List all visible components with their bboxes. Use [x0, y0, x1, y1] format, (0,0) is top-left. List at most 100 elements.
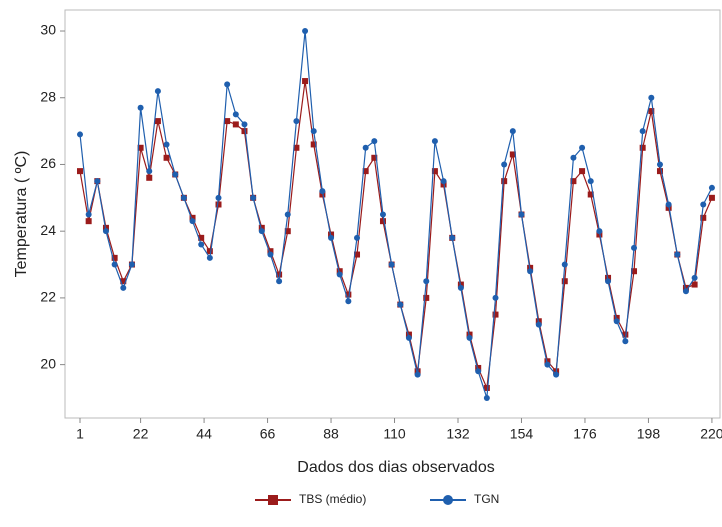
data-point [128, 261, 135, 268]
data-point [284, 228, 291, 235]
data-point [371, 154, 378, 161]
data-point [483, 384, 490, 391]
data-point [509, 128, 516, 135]
data-point [354, 234, 361, 241]
data-point [674, 251, 681, 258]
y-tick-label: 20 [40, 355, 56, 371]
data-point [206, 248, 213, 255]
legend-marker [268, 495, 278, 505]
data-point [700, 201, 707, 208]
data-point [102, 228, 109, 235]
data-point [544, 358, 551, 365]
data-point [85, 211, 92, 218]
data-point [518, 211, 525, 218]
data-point [570, 178, 577, 185]
x-tick-label: 220 [700, 426, 722, 442]
x-tick-label: 176 [573, 426, 597, 442]
data-point [328, 231, 335, 238]
data-point [665, 201, 672, 208]
x-tick-label: 66 [260, 426, 276, 442]
data-point [501, 178, 508, 185]
data-point [180, 194, 187, 201]
data-point [631, 244, 638, 251]
data-point [561, 278, 568, 285]
data-point [276, 278, 283, 285]
y-axis-title: Temperatura ( ºC) [13, 151, 30, 278]
data-point [232, 121, 239, 128]
data-point [362, 168, 369, 175]
data-point [224, 81, 231, 88]
data-point [146, 168, 153, 175]
data-point [682, 288, 689, 295]
series-line [79, 80, 713, 391]
data-point [587, 178, 594, 185]
data-point [215, 201, 222, 208]
data-point [553, 371, 560, 378]
data-point [656, 161, 663, 168]
series-line [79, 30, 713, 399]
data-point [405, 334, 412, 341]
data-point [475, 368, 482, 375]
data-point [163, 154, 170, 161]
data-point [509, 151, 516, 158]
data-point [154, 88, 161, 95]
data-point [579, 144, 586, 151]
data-point [622, 331, 629, 338]
data-point [146, 174, 153, 181]
y-tick-label: 26 [40, 155, 56, 171]
data-point [120, 278, 127, 285]
data-point [224, 118, 231, 125]
data-point [648, 108, 655, 115]
data-point [423, 278, 430, 285]
data-point [198, 241, 205, 248]
data-point [302, 28, 309, 35]
data-point [206, 254, 213, 261]
x-axis-title: Dados dos dias observados [297, 459, 494, 476]
data-point [302, 78, 309, 85]
data-point [587, 191, 594, 198]
x-tick-label: 110 [383, 426, 406, 442]
data-point [293, 118, 300, 125]
data-point [310, 128, 317, 135]
data-point [77, 131, 84, 138]
data-point [648, 94, 655, 101]
x-tick-label: 44 [196, 426, 212, 442]
data-point [111, 254, 118, 261]
data-point [310, 141, 317, 148]
legend-label: TGN [474, 492, 499, 506]
data-point [501, 161, 508, 168]
data-point [276, 271, 283, 278]
data-point [172, 171, 179, 178]
data-point [85, 218, 92, 225]
data-point [639, 128, 646, 135]
data-point [137, 144, 144, 151]
x-tick-label: 1 [76, 426, 84, 442]
data-point [250, 194, 257, 201]
x-tick-label: 154 [510, 426, 534, 442]
legend-marker [443, 495, 453, 505]
data-point [691, 281, 698, 288]
data-point [535, 321, 542, 328]
x-tick-label: 132 [446, 426, 470, 442]
data-point [631, 268, 638, 275]
data-point [189, 214, 196, 221]
data-point [388, 261, 395, 268]
data-point [656, 168, 663, 175]
x-tick-label: 198 [637, 426, 661, 442]
data-point [579, 168, 586, 175]
data-point [163, 141, 170, 148]
data-point [111, 261, 118, 268]
data-point [423, 294, 430, 301]
data-point [258, 228, 265, 235]
data-point [527, 268, 534, 275]
legend-label: TBS (médio) [299, 492, 366, 506]
data-point [691, 274, 698, 281]
data-point [379, 211, 386, 218]
data-point [336, 268, 343, 275]
data-point [345, 298, 352, 305]
data-point [293, 144, 300, 151]
data-point [397, 301, 404, 308]
data-point [700, 214, 707, 221]
data-point [605, 278, 612, 285]
